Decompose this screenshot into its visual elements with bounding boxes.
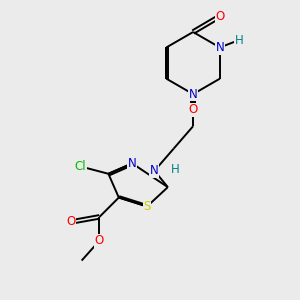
Text: O: O [215,10,224,23]
Text: N: N [215,41,224,54]
Text: H: H [235,34,244,46]
Text: O: O [67,215,76,228]
Text: O: O [95,234,104,247]
Text: Cl: Cl [74,160,86,173]
Text: O: O [188,103,198,116]
Text: N: N [189,88,197,100]
Text: N: N [150,164,159,177]
Text: S: S [143,200,151,213]
Text: N: N [128,157,136,170]
Text: H: H [171,163,180,176]
